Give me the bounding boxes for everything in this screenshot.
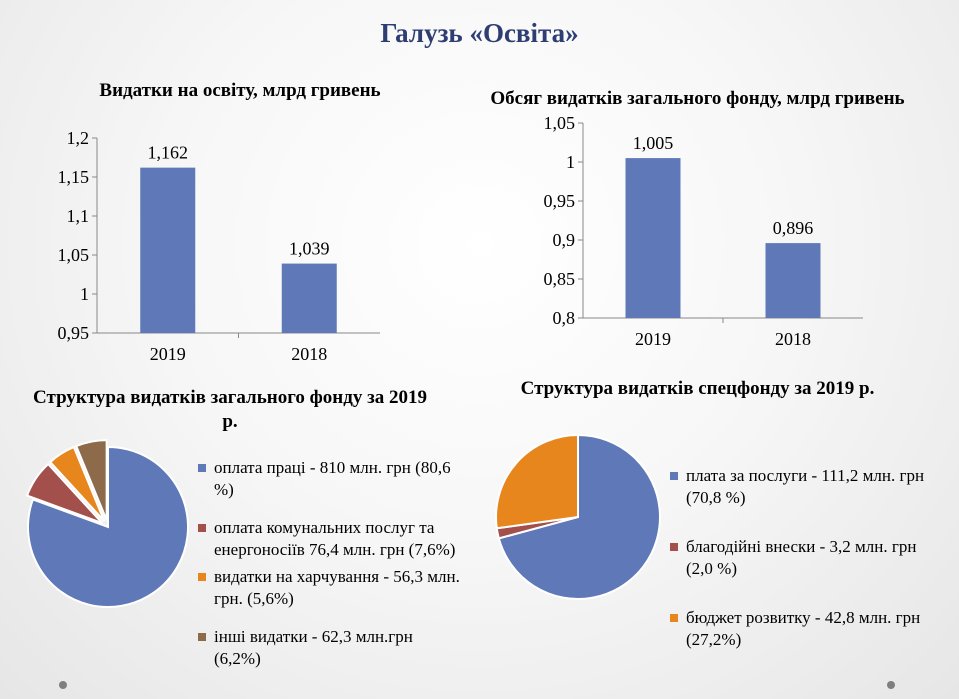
y-tick-label: 1,1 (67, 206, 90, 226)
bar-2019 (625, 158, 681, 318)
pie-slice (27, 445, 189, 608)
y-tick-label: 1,05 (544, 113, 576, 133)
y-tick-label: 0,8 (553, 308, 576, 328)
y-tick-label: 1,2 (67, 128, 90, 148)
pie-slice (48, 445, 106, 522)
chart3-title: Структура видатків загального фонду за 2… (33, 387, 427, 432)
y-tick-label: 1,05 (58, 245, 90, 265)
y-tick-label: 0,95 (58, 323, 90, 343)
pie-slice (495, 433, 579, 530)
legend-swatch-red (198, 524, 206, 532)
legend-label: оплата праці - 810 млн. грн (80,6 %) (214, 458, 451, 499)
legend-label: бюджет розвитку - 42,8 млн. грн (27,2%) (686, 608, 921, 649)
legend-label: плата за послуги - 111,2 млн. грн (70,8 … (686, 466, 925, 507)
legend-label: видатки на харчування - 56,3 млн. грн. (… (214, 567, 460, 608)
y-tick-label: 1 (566, 152, 575, 172)
legend-swatch-orange (198, 573, 206, 581)
legend-swatch-brown (198, 633, 206, 641)
pie2-legend: плата за послуги - 111,2 млн. грн (70,8 … (670, 465, 935, 651)
chart2-title: Обсяг видатків загального фонду, млрд гр… (490, 88, 905, 109)
data-label: 0,896 (773, 218, 814, 238)
y-tick-label: 0,95 (544, 191, 576, 211)
y-tick-label: 0,9 (553, 230, 576, 250)
pie-slice (497, 433, 661, 600)
legend-label: інші видатки - 62,3 млн.грн (6,2%) (214, 627, 413, 668)
legend-item: оплата комунальних послуг та енергоносії… (198, 517, 463, 561)
legend-swatch-blue (198, 464, 206, 472)
y-tick-label: 1,15 (58, 167, 90, 187)
y-tick-label: 1 (80, 284, 89, 304)
bar-2018 (281, 263, 337, 333)
pie1-legend: оплата праці - 810 млн. грн (80,6 %) опл… (198, 457, 463, 670)
legend-item: благодійні внески - 3,2 млн. грн (2,0 %) (670, 536, 935, 580)
x-tick-label: 2019 (150, 344, 186, 364)
chart1-title: Видатки на освіту, млрд гривень (99, 80, 381, 101)
legend-swatch-blue (670, 472, 678, 480)
legend-item: плата за послуги - 111,2 млн. грн (70,8 … (670, 465, 935, 509)
legend-item: оплата праці - 810 млн. грн (80,6 %) (198, 457, 463, 501)
x-tick-label: 2018 (291, 344, 327, 364)
x-tick-label: 2018 (775, 329, 811, 349)
pie-slice (25, 462, 103, 525)
data-label: 1,005 (633, 133, 674, 153)
y-tick-label: 0,85 (544, 269, 576, 289)
data-label: 1,039 (289, 239, 330, 259)
x-tick-label: 2019 (635, 329, 671, 349)
data-label: 1,162 (148, 143, 189, 163)
legend-item: видатки на харчування - 56,3 млн. грн. (… (198, 566, 463, 610)
legend-swatch-red (670, 543, 678, 551)
legend-item: бюджет розвитку - 42,8 млн. грн (27,2%) (670, 607, 935, 651)
slide-title: Галузь «Освіта» (380, 18, 579, 48)
chart4-title: Структура видатків спецфонду за 2019 р. (520, 378, 875, 399)
legend-label: оплата комунальних послуг та енергоносії… (214, 518, 456, 559)
bar-2018 (765, 243, 821, 318)
legend-swatch-orange (670, 614, 678, 622)
pie-slice (74, 439, 108, 521)
bar-2019 (140, 167, 196, 333)
legend-label: благодійні внески - 3,2 млн. грн (2,0 %) (686, 537, 917, 578)
nav-dot-right (887, 681, 895, 689)
legend-item: інші видатки - 62,3 млн.грн (6,2%) (198, 626, 463, 670)
nav-dot-left (59, 681, 67, 689)
